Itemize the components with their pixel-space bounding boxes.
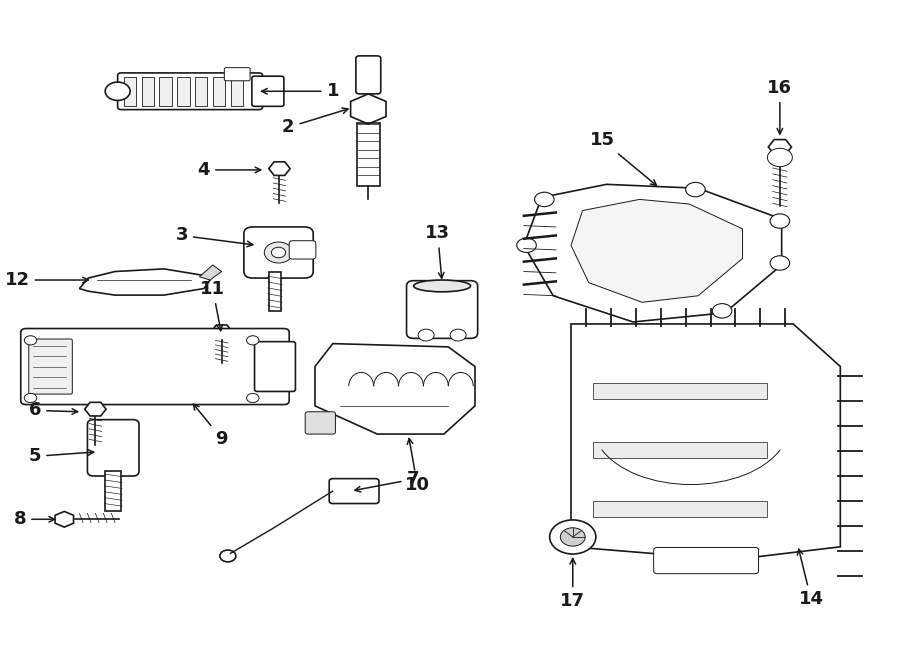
Circle shape <box>105 82 130 100</box>
Polygon shape <box>195 77 207 106</box>
FancyBboxPatch shape <box>21 329 289 405</box>
Polygon shape <box>769 139 791 155</box>
Text: 4: 4 <box>198 161 261 179</box>
Text: 3: 3 <box>176 227 253 247</box>
Polygon shape <box>593 383 767 399</box>
FancyBboxPatch shape <box>289 241 316 259</box>
Text: 10: 10 <box>405 438 429 494</box>
Circle shape <box>770 214 789 228</box>
Polygon shape <box>211 325 232 338</box>
Text: 13: 13 <box>425 225 450 278</box>
Circle shape <box>535 192 554 207</box>
Circle shape <box>272 247 285 258</box>
FancyBboxPatch shape <box>407 281 478 338</box>
Text: 12: 12 <box>4 271 88 289</box>
Circle shape <box>561 527 585 546</box>
Polygon shape <box>315 344 475 434</box>
Circle shape <box>418 329 434 341</box>
Circle shape <box>24 336 37 345</box>
Circle shape <box>247 336 259 345</box>
Text: 15: 15 <box>590 132 656 185</box>
Polygon shape <box>230 77 243 106</box>
Text: 5: 5 <box>29 447 94 465</box>
Polygon shape <box>593 501 767 518</box>
Polygon shape <box>79 269 210 295</box>
Polygon shape <box>269 272 281 311</box>
Polygon shape <box>571 200 742 302</box>
FancyBboxPatch shape <box>255 342 295 391</box>
Text: 9: 9 <box>194 404 228 447</box>
Text: 7: 7 <box>355 470 419 492</box>
Circle shape <box>220 550 236 562</box>
FancyBboxPatch shape <box>87 420 139 476</box>
FancyBboxPatch shape <box>305 412 336 434</box>
Polygon shape <box>105 471 122 511</box>
Circle shape <box>450 329 466 341</box>
Polygon shape <box>351 94 386 124</box>
FancyBboxPatch shape <box>653 547 759 574</box>
Circle shape <box>770 256 789 270</box>
Polygon shape <box>524 184 782 322</box>
FancyBboxPatch shape <box>329 479 379 504</box>
Text: 2: 2 <box>282 108 348 136</box>
Polygon shape <box>200 265 221 280</box>
Circle shape <box>24 393 37 403</box>
FancyBboxPatch shape <box>224 67 250 81</box>
Text: 8: 8 <box>14 510 55 528</box>
Polygon shape <box>593 442 767 458</box>
FancyBboxPatch shape <box>29 339 72 394</box>
Circle shape <box>247 393 259 403</box>
Polygon shape <box>159 77 172 106</box>
Circle shape <box>712 303 732 318</box>
Polygon shape <box>571 324 841 560</box>
FancyBboxPatch shape <box>244 227 313 278</box>
Polygon shape <box>124 77 136 106</box>
Text: 11: 11 <box>201 280 225 330</box>
Circle shape <box>517 238 536 253</box>
Text: 6: 6 <box>29 401 77 420</box>
Text: 14: 14 <box>797 549 824 608</box>
Polygon shape <box>85 403 106 416</box>
Circle shape <box>686 182 706 197</box>
Text: 16: 16 <box>768 79 792 134</box>
Polygon shape <box>141 77 154 106</box>
Circle shape <box>550 520 596 554</box>
FancyBboxPatch shape <box>252 76 284 106</box>
Polygon shape <box>177 77 190 106</box>
Text: 1: 1 <box>262 82 339 100</box>
FancyBboxPatch shape <box>356 56 381 94</box>
Polygon shape <box>269 162 290 175</box>
Circle shape <box>768 148 792 167</box>
Circle shape <box>265 242 292 263</box>
Ellipse shape <box>414 280 471 292</box>
Text: 17: 17 <box>561 559 585 610</box>
Polygon shape <box>212 77 225 106</box>
Polygon shape <box>55 512 74 527</box>
